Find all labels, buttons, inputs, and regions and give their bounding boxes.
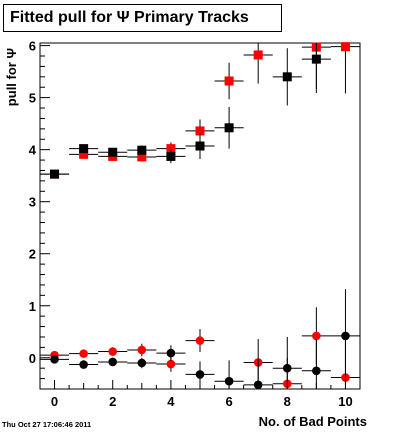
data-point [301, 307, 331, 365]
data-point [156, 345, 186, 361]
timestamp-footer: Thu Oct 27 17:06:46 2011 [2, 420, 92, 429]
data-point [127, 343, 157, 357]
data-point [40, 169, 70, 179]
circle-marker [79, 360, 88, 369]
square-marker [166, 144, 176, 154]
x-tick-label: 0 [51, 394, 58, 409]
circle-marker [224, 376, 234, 386]
square-marker [137, 145, 147, 155]
circle-marker [166, 348, 176, 358]
data-point [185, 329, 215, 353]
y-tick-label: 4 [29, 143, 37, 158]
y-tick-label: 0 [29, 351, 36, 366]
data-point [98, 357, 128, 367]
y-tick-label: 2 [29, 247, 36, 262]
data-marks [40, 42, 360, 390]
x-tick-label: 10 [338, 394, 352, 409]
square-marker [195, 126, 205, 136]
x-axis-label: No. of Bad Points [259, 414, 367, 429]
square-marker [79, 144, 89, 154]
square-marker [311, 54, 321, 64]
x-tick-label: 2 [109, 394, 116, 409]
y-tick-label: 1 [29, 299, 36, 314]
data-point [98, 347, 128, 356]
circle-marker [108, 347, 118, 356]
data-point [301, 339, 331, 389]
x-tick-label: 4 [167, 394, 175, 409]
y-axis-label: pull for Ψ [4, 48, 19, 106]
y-tick-label: 5 [29, 91, 36, 106]
data-point [69, 144, 99, 154]
circle-marker [108, 357, 118, 367]
data-point [127, 357, 157, 369]
data-point [330, 42, 360, 94]
data-point [69, 349, 99, 358]
data-point [69, 360, 99, 369]
data-point [214, 106, 244, 149]
data-point [243, 43, 273, 84]
circle-marker [312, 366, 321, 376]
data-point [272, 336, 302, 389]
circle-marker [50, 355, 59, 364]
x-tick-label: 8 [284, 394, 291, 409]
square-marker [195, 141, 205, 151]
data-point [301, 43, 331, 93]
data-point [185, 361, 215, 388]
y-tick-label: 3 [29, 195, 36, 210]
data-point [127, 145, 157, 155]
data-point [185, 133, 215, 160]
circle-marker [195, 336, 205, 345]
data-point [40, 355, 70, 364]
data-point [243, 358, 273, 390]
square-marker [253, 50, 263, 60]
square-marker [224, 123, 234, 133]
x-tick-label: 6 [225, 394, 232, 409]
chart-title: Fitted pull for Ψ Primary Tracks [3, 4, 282, 32]
square-marker [224, 76, 234, 86]
circle-marker [282, 363, 292, 373]
y-tick-label: 6 [29, 39, 36, 54]
square-marker [166, 151, 176, 161]
data-point [272, 48, 302, 106]
data-point [98, 147, 128, 157]
square-marker [137, 152, 147, 162]
square-marker [79, 149, 89, 159]
data-point [330, 289, 360, 383]
data-point [214, 62, 244, 100]
square-marker [340, 42, 350, 52]
circle-marker [253, 380, 263, 390]
data-point [156, 149, 186, 164]
square-marker [108, 147, 118, 157]
square-marker [50, 169, 60, 179]
circle-marker [79, 349, 88, 358]
square-marker [282, 72, 292, 82]
circle-marker [166, 359, 176, 369]
circle-marker [341, 331, 350, 341]
circle-marker [137, 345, 147, 355]
circle-marker [195, 370, 205, 379]
data-point [214, 360, 244, 389]
circle-marker [312, 331, 321, 341]
circle-marker [137, 358, 147, 368]
